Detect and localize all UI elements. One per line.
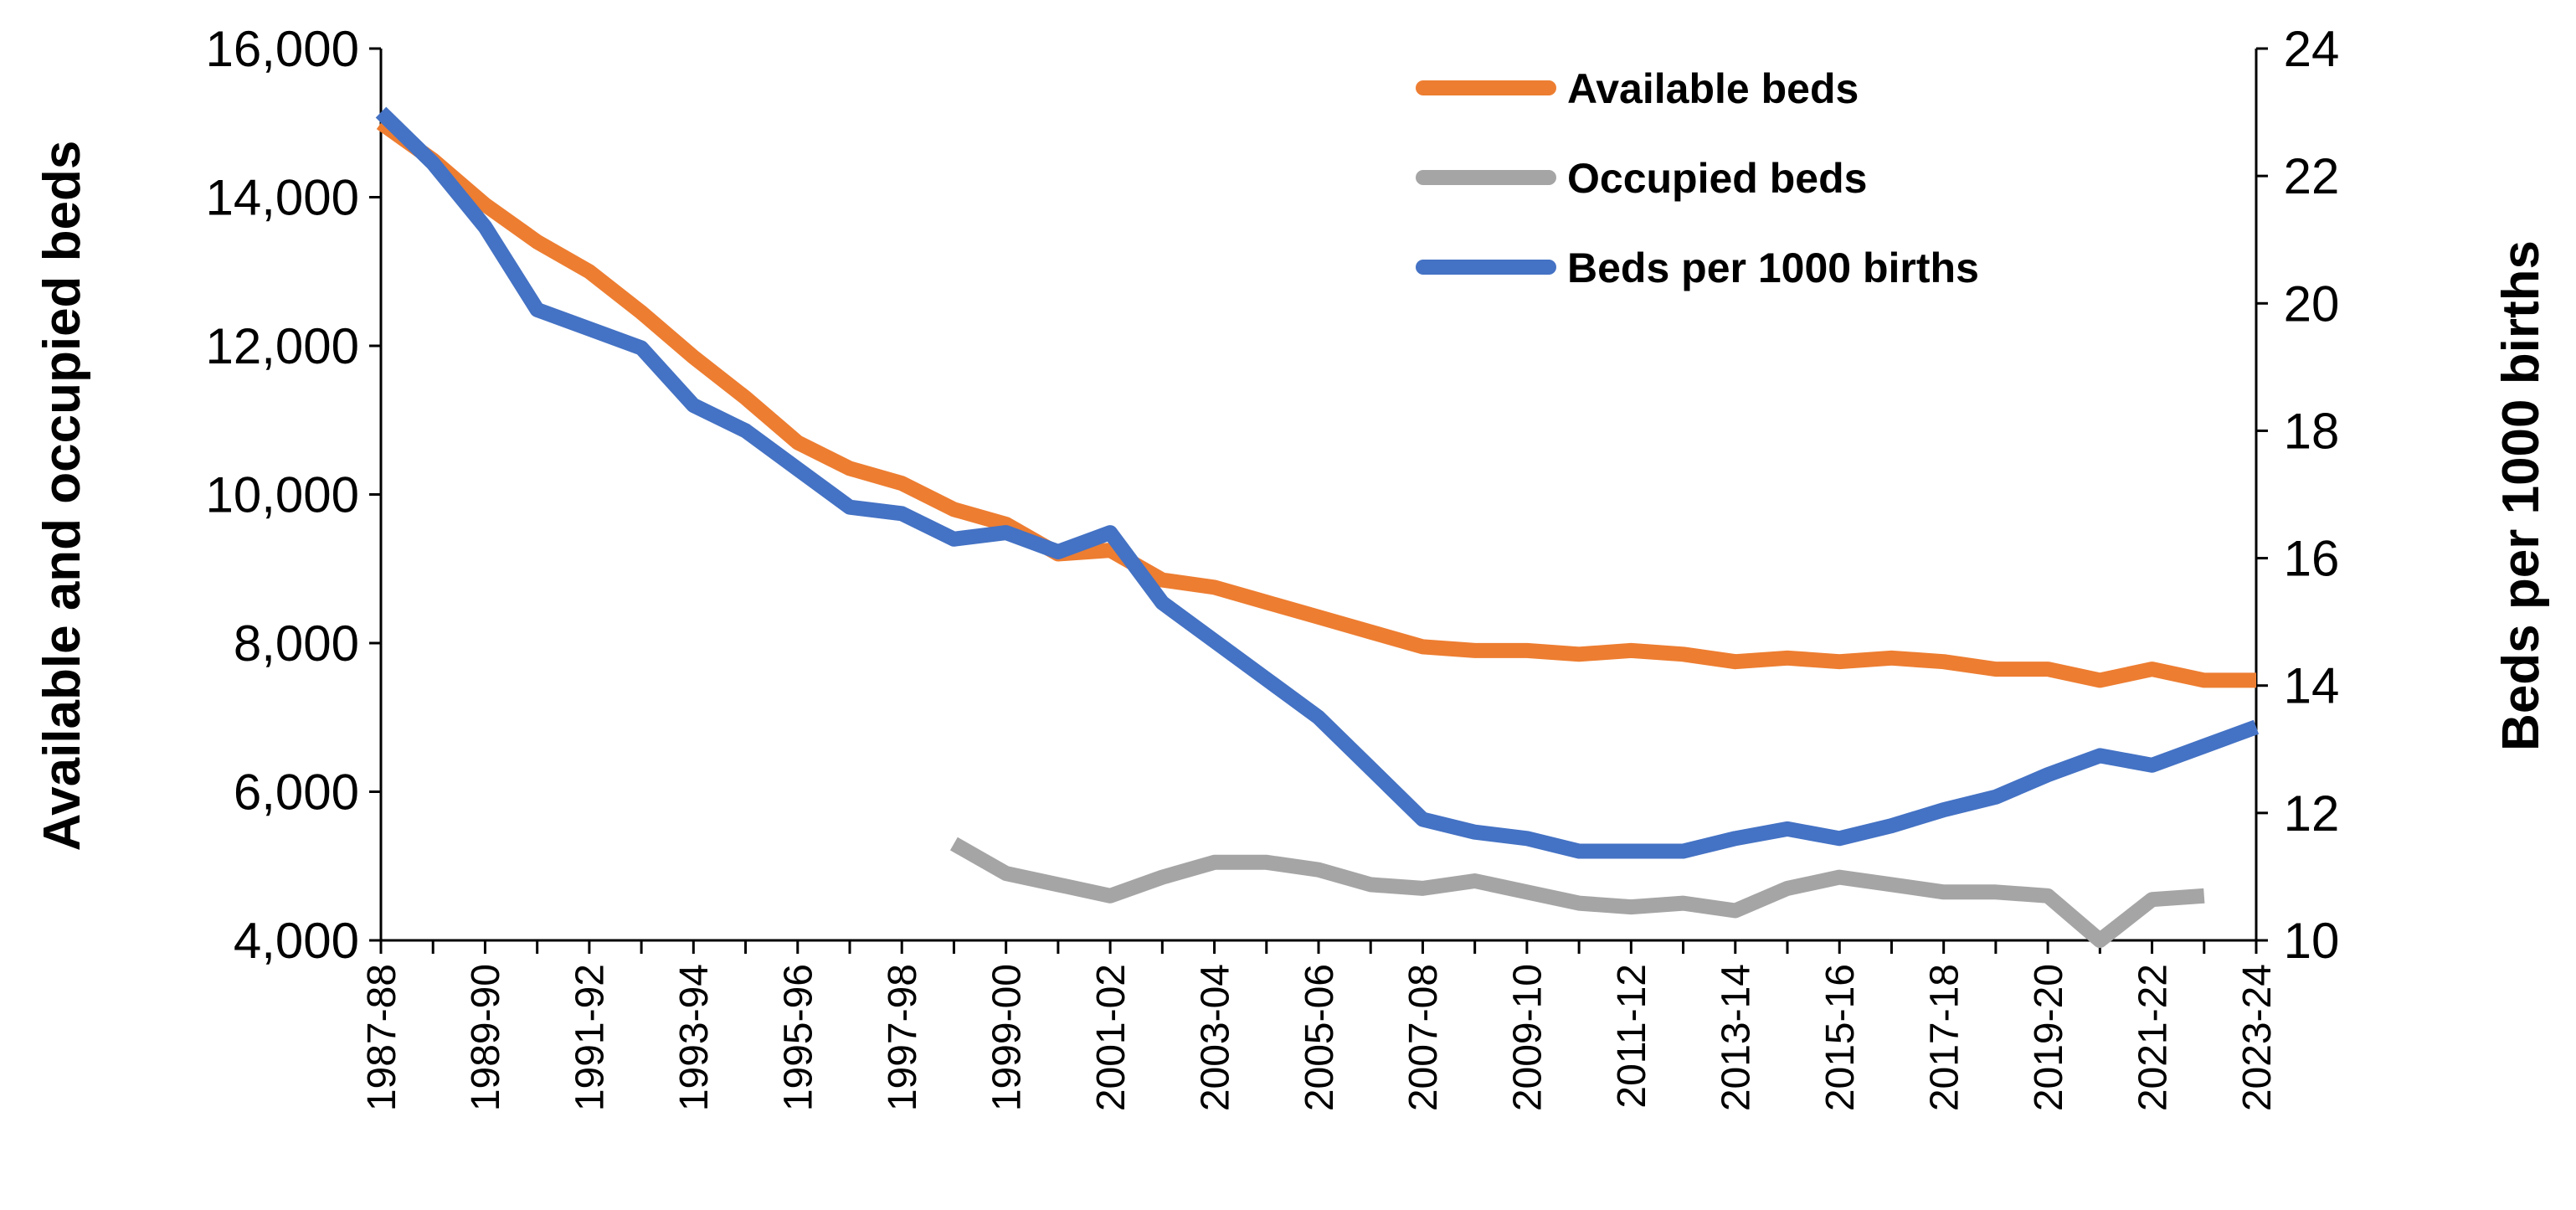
y-right-tick-label: 12: [2284, 785, 2340, 842]
x-tick-label: 2015-16: [1818, 964, 1863, 1111]
series-line-beds-per-1000-births: [375, 106, 2260, 859]
y-left-tick-label: 12,000: [205, 318, 359, 374]
series-lines: [375, 106, 2260, 948]
x-tick-label: 1993-94: [672, 964, 717, 1111]
legend-label-available-beds: Available beds: [1567, 65, 1859, 112]
x-tick-label: 2011-12: [1610, 964, 1654, 1109]
y-right-tick-label: 20: [2284, 275, 2340, 332]
y-right-tick-label: 24: [2284, 21, 2340, 77]
y-left-tick-label: 4,000: [234, 913, 359, 969]
x-tick-label: 2001-02: [1089, 964, 1134, 1111]
legend-label-beds-per-1000-births: Beds per 1000 births: [1567, 245, 1979, 291]
y-right-tick-label: 18: [2284, 403, 2340, 459]
y-axis-left-title: Available and occupied beds: [33, 141, 91, 852]
x-tick-label: 2013-14: [1715, 964, 1759, 1111]
series-line-occupied-beds: [949, 837, 2205, 948]
x-tick-label: 1999-00: [985, 964, 1029, 1111]
x-tick-label: 2017-18: [1922, 964, 1967, 1111]
y-left-tick-label: 10,000: [205, 467, 359, 523]
x-tick-label: 2009-10: [1506, 964, 1550, 1111]
y-left-tick-label: 14,000: [205, 170, 359, 226]
x-tick-label: 1995-96: [777, 964, 821, 1111]
y-axis-right-title: Beds per 1000 births: [2492, 240, 2550, 751]
x-tick-label: 1997-98: [881, 964, 925, 1111]
y-left-tick-label: 6,000: [234, 765, 359, 821]
y-left-tick-label: 16,000: [205, 21, 359, 77]
x-tick-label: 2003-04: [1193, 964, 1237, 1111]
axes: 4,000 6,000 8,000 10,000 12,000 14,000 16,000 1…: [205, 21, 2339, 1111]
x-tick-label: 1989-90: [464, 964, 508, 1111]
y-left-tick-label: 8,000: [234, 615, 359, 672]
x-tick-label: 2005-06: [1298, 964, 1342, 1111]
x-tick-label: 1987-88: [360, 964, 404, 1111]
x-tick-label: 1991-92: [568, 964, 613, 1111]
y-right-tick-label: 16: [2284, 531, 2340, 587]
y-right-tick-label: 14: [2284, 658, 2340, 714]
legend: Available beds Occupied beds Beds per 1000…: [1416, 65, 1979, 291]
x-tick-label: 2023-24: [2235, 964, 2280, 1111]
y-right-tick-label: 22: [2284, 148, 2340, 204]
legend-label-occupied-beds: Occupied beds: [1567, 155, 1867, 202]
series-line-available-beds: [376, 116, 2256, 688]
y-right-tick-label: 10: [2284, 913, 2340, 969]
x-tick-label: 2019-20: [2027, 964, 2071, 1111]
x-tick-label: 2021-22: [2131, 964, 2175, 1111]
x-tick-label: 2007-08: [1401, 964, 1446, 1111]
